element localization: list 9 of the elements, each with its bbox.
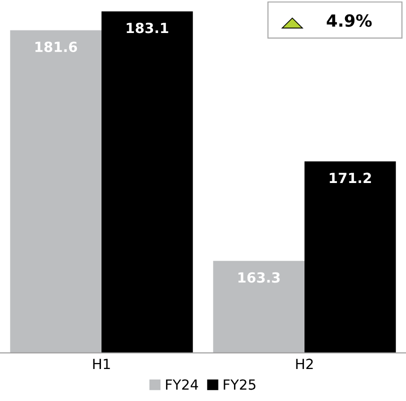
x-tick-label: H2 [296, 358, 313, 369]
annotation: 4.9% [326, 14, 372, 27]
data-label: 181.6 [35, 42, 78, 52]
data-label: 163.3 [238, 272, 280, 283]
data-label: 183.1 [126, 22, 168, 34]
data-label: 171.2 [330, 172, 371, 183]
legend-label: FY25 [224, 379, 256, 390]
legend-label: FY24 [166, 379, 198, 390]
x-tick-label: H1 [93, 358, 110, 369]
